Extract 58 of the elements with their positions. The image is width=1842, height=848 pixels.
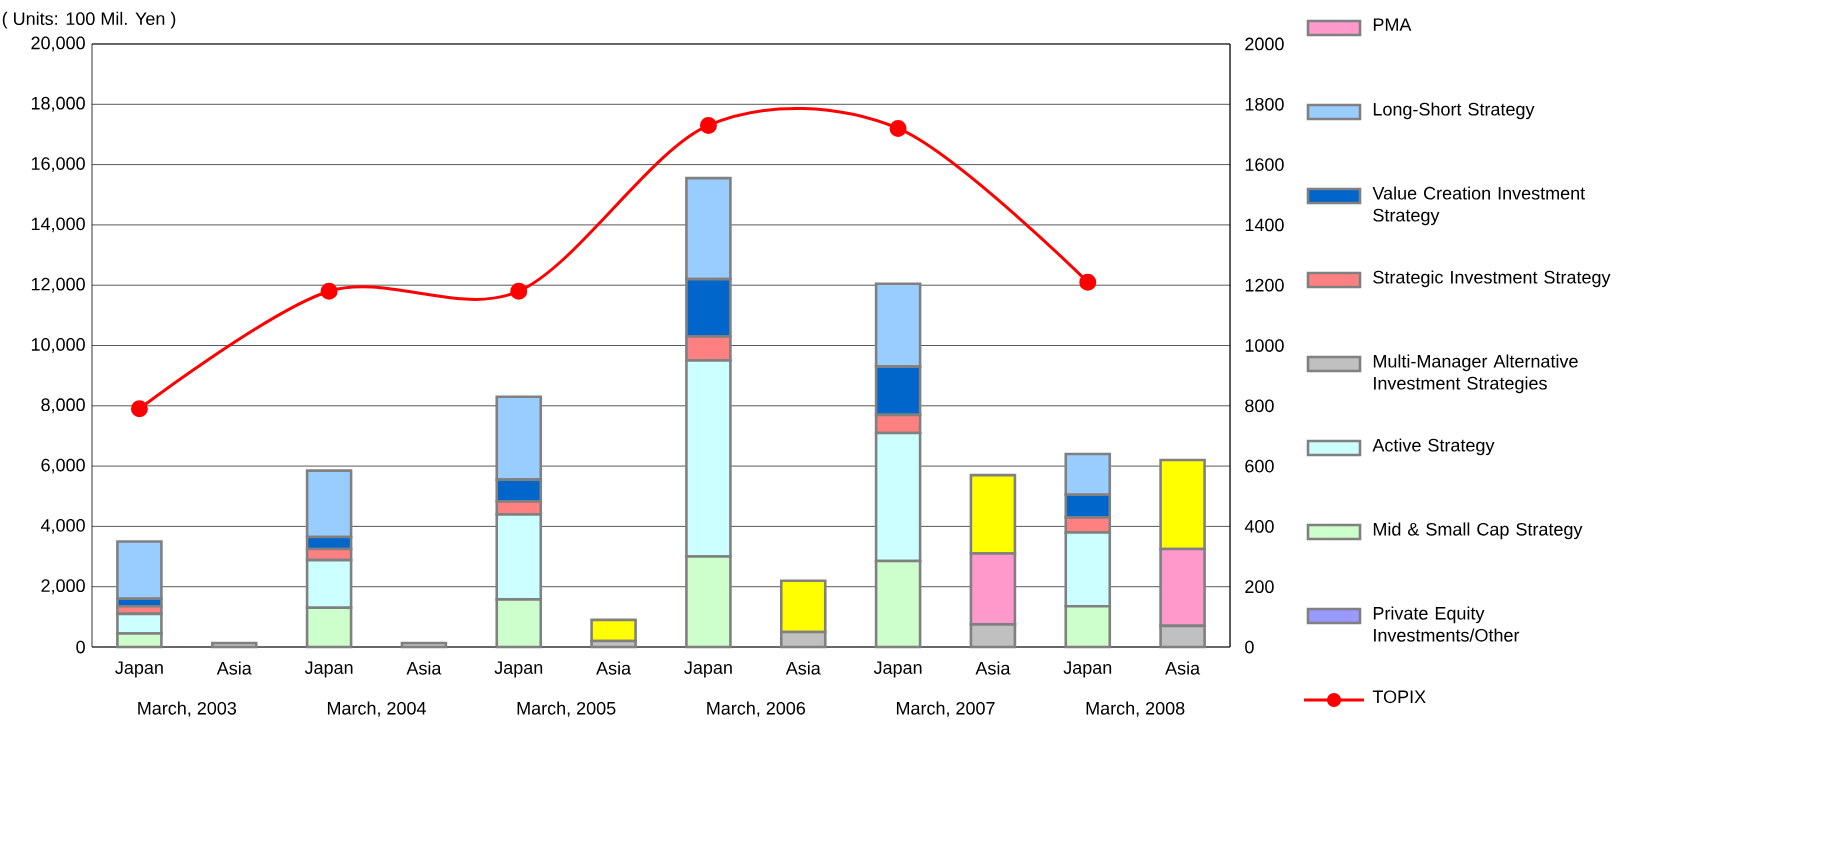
x-tick-label: Asia — [1165, 661, 1201, 675]
y2-tick-label: 1400 — [1245, 218, 1284, 232]
x-tick-label: Japan — [873, 661, 922, 678]
legend-label: Active Strategy — [1372, 438, 1495, 456]
y-tick-label: 12,000 — [31, 277, 85, 293]
y-tick-label: 16,000 — [31, 157, 85, 173]
y-tick-label: 10,000 — [31, 338, 85, 353]
legend-label: TOPIX — [1372, 690, 1426, 704]
y-tick-label: 6,000 — [41, 458, 85, 474]
legend-label: Long-Short Strategy — [1373, 102, 1535, 120]
y-tick-label: 18,000 — [31, 96, 85, 112]
text: March, 2006 — [707, 701, 806, 717]
y2-tick-label: 800 — [1245, 399, 1274, 413]
y-axis-title: ( Units: 100 Mil. Yen ) — [2, 11, 176, 29]
x-tick-label: Asia — [596, 661, 632, 675]
y-tick-label: 2,000 — [41, 579, 85, 595]
x-tick-label: Asia — [216, 661, 252, 675]
point — [699, 116, 717, 134]
point — [889, 119, 907, 137]
y2-tick-label: 200 — [1245, 580, 1274, 594]
legend-label: Strategic Investment Strategy — [1373, 270, 1611, 288]
x-tick-label: Japan — [684, 661, 732, 678]
bar — [210, 641, 258, 649]
text: March, 2007 — [896, 701, 995, 717]
legend-label: Mid & Small Cap Strategy — [1373, 522, 1583, 540]
y-tick-label: 14,000 — [31, 217, 85, 233]
x-tick-label: Asia — [785, 661, 821, 675]
y2-tick-label: 2000 — [1245, 37, 1284, 51]
legend-label: PMA — [1373, 18, 1412, 31]
text: March, 2008 — [1086, 701, 1185, 717]
y-tick-label: 20,000 — [31, 36, 85, 52]
point — [320, 282, 338, 300]
point — [130, 400, 148, 418]
x-tick-label: Asia — [406, 661, 442, 675]
y2-tick-label: 1600 — [1245, 158, 1284, 171]
y2-tick-label: 0 — [1245, 640, 1254, 654]
point — [510, 282, 528, 300]
x-tick-label: Japan — [1063, 661, 1112, 678]
y-tick-label: 0 — [76, 640, 85, 654]
bar — [400, 641, 448, 649]
text: March, 2003 — [138, 701, 237, 717]
x-tick-label: Japan — [494, 661, 543, 678]
y2-tick-label: 600 — [1245, 459, 1274, 473]
x-tick-label: Asia — [975, 661, 1011, 675]
y-tick-label: 4,000 — [40, 518, 85, 534]
x-tick-label: Japan — [115, 661, 163, 678]
legend-label: Multi-Manager Alternative Investment Strategies — [1373, 354, 1578, 394]
y2-tick-label: 400 — [1244, 520, 1274, 533]
y2-tick-label: 1200 — [1245, 278, 1284, 292]
y2-tick-label: 1000 — [1245, 339, 1284, 352]
point — [1079, 273, 1097, 291]
text: March, 2005 — [517, 701, 616, 717]
legend-label: Value Creation Investment Strategy — [1372, 186, 1586, 226]
y-tick-label: 8,000 — [41, 398, 85, 414]
text: March, 2004 — [327, 701, 426, 717]
y2-tick-label: 1800 — [1245, 97, 1284, 111]
legend-label: Private Equity Investments/Other — [1373, 606, 1520, 642]
x-tick-label: Japan — [304, 661, 353, 678]
